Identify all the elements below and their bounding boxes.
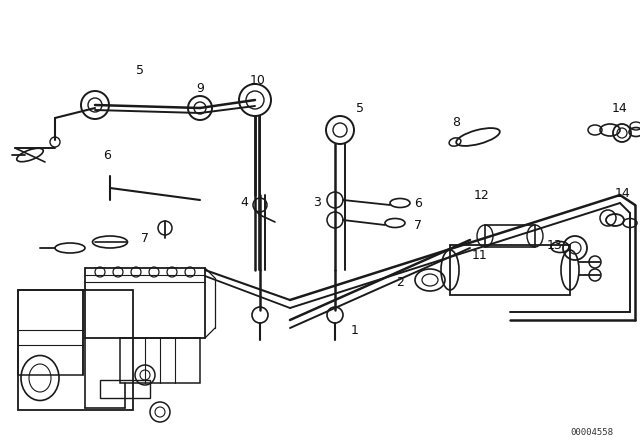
Text: 7: 7 xyxy=(414,219,422,232)
Text: 12: 12 xyxy=(474,189,490,202)
Text: 5: 5 xyxy=(136,64,144,77)
Text: 4: 4 xyxy=(240,195,248,208)
Bar xyxy=(100,380,150,398)
Text: 6: 6 xyxy=(414,197,422,210)
Text: 14: 14 xyxy=(612,102,628,115)
Text: 3: 3 xyxy=(313,195,321,208)
Text: 5: 5 xyxy=(356,102,364,115)
Bar xyxy=(85,268,205,338)
Text: 9: 9 xyxy=(196,82,204,95)
Text: 13: 13 xyxy=(547,238,563,251)
Text: 1: 1 xyxy=(351,323,359,336)
Bar xyxy=(18,290,133,410)
Text: 10: 10 xyxy=(250,73,266,86)
Bar xyxy=(450,245,570,295)
Text: 14: 14 xyxy=(615,186,631,199)
Text: 6: 6 xyxy=(103,148,111,161)
Bar xyxy=(120,338,200,383)
Text: 11: 11 xyxy=(472,249,488,262)
Text: 8: 8 xyxy=(452,116,460,129)
Bar xyxy=(485,225,535,247)
Text: 2: 2 xyxy=(396,276,404,289)
Text: 00004558: 00004558 xyxy=(570,427,614,436)
Bar xyxy=(18,290,83,375)
Text: 7: 7 xyxy=(141,232,149,245)
